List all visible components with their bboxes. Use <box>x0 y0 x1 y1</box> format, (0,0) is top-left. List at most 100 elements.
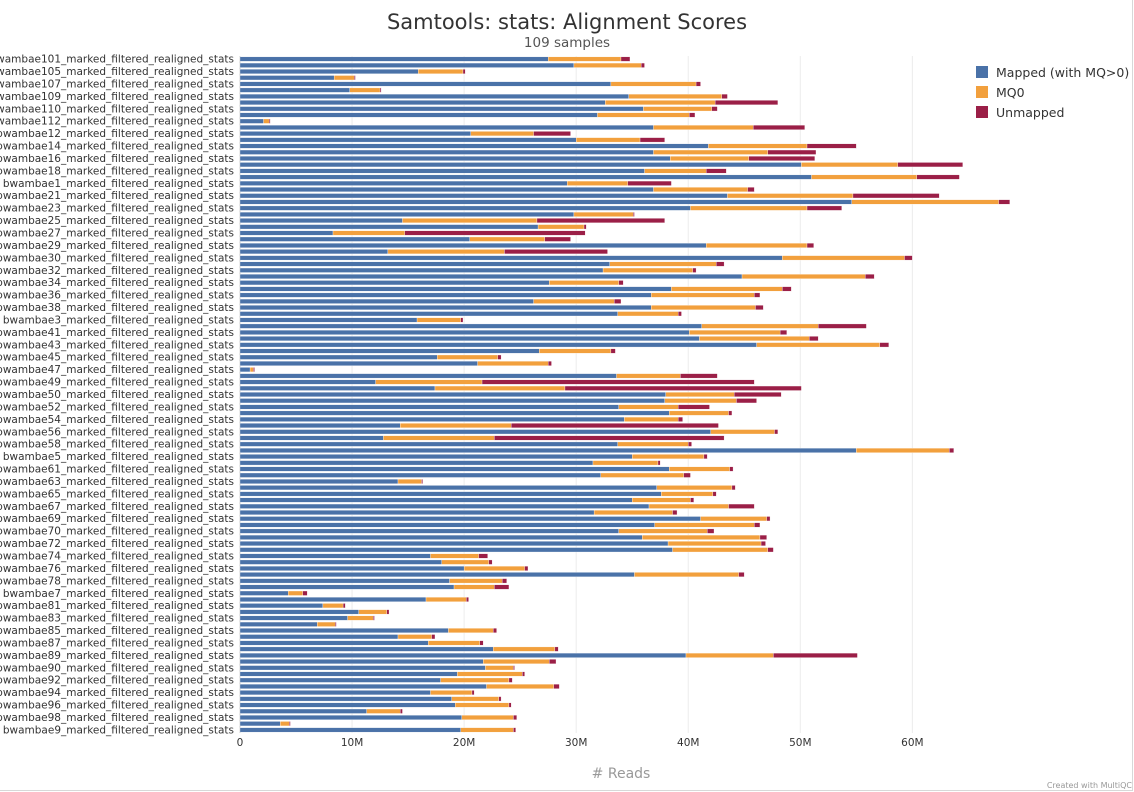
bar-segment[interactable] <box>916 174 960 180</box>
bar-segment[interactable] <box>239 81 612 87</box>
bar-segment[interactable] <box>508 702 512 708</box>
bar-segment[interactable] <box>533 131 571 137</box>
bar-segment[interactable] <box>618 528 708 534</box>
bar-segment[interactable] <box>524 566 529 571</box>
bar-segment[interactable] <box>239 69 419 74</box>
bar-segment[interactable] <box>379 87 382 93</box>
bar-segment[interactable] <box>479 640 484 646</box>
bar-segment[interactable] <box>460 727 514 733</box>
bar-segment[interactable] <box>239 392 666 397</box>
bar-segment[interactable] <box>239 205 691 211</box>
bar-segment[interactable] <box>504 249 608 255</box>
bar-segment[interactable] <box>690 205 808 211</box>
bar-segment[interactable] <box>239 286 672 292</box>
bar-segment[interactable] <box>461 715 514 720</box>
bar-segment[interactable] <box>239 690 431 696</box>
bar-segment[interactable] <box>628 93 723 99</box>
bar-segment[interactable] <box>736 398 757 404</box>
bar-segment[interactable] <box>539 348 612 354</box>
bar-segment[interactable] <box>416 317 461 323</box>
bar-segment[interactable] <box>688 441 692 447</box>
bar-segment[interactable] <box>239 615 348 621</box>
bar-segment[interactable] <box>651 292 755 298</box>
bar-segment[interactable] <box>617 441 689 447</box>
bar-segment[interactable] <box>548 361 552 366</box>
bar-segment[interactable] <box>703 454 708 459</box>
bar-segment[interactable] <box>573 62 642 68</box>
bar-segment[interactable] <box>755 305 764 310</box>
bar-segment[interactable] <box>239 553 431 559</box>
bar-segment[interactable] <box>741 274 866 279</box>
bar-segment[interactable] <box>597 112 690 118</box>
bar-segment[interactable] <box>375 379 483 385</box>
bar-segment[interactable] <box>728 410 733 416</box>
bar-segment[interactable] <box>754 292 761 298</box>
bar-segment[interactable] <box>373 615 375 621</box>
bar-segment[interactable] <box>683 472 691 478</box>
bar-segment[interactable] <box>759 534 767 540</box>
bar-segment[interactable] <box>624 416 679 422</box>
bar-segment[interactable] <box>634 572 739 578</box>
bar-segment[interactable] <box>288 590 303 596</box>
bar-segment[interactable] <box>466 597 469 602</box>
bar-segment[interactable] <box>553 684 560 689</box>
bar-segment[interactable] <box>754 522 761 528</box>
bar-segment[interactable] <box>753 125 805 130</box>
bar-segment[interactable] <box>451 696 500 702</box>
bar-segment[interactable] <box>239 75 335 81</box>
bar-segment[interactable] <box>533 298 615 304</box>
bar-segment[interactable] <box>573 211 634 217</box>
bar-segment[interactable] <box>335 621 337 627</box>
bar-segment[interactable] <box>811 174 917 180</box>
bar-segment[interactable] <box>672 510 678 515</box>
bar-segment[interactable] <box>239 516 701 522</box>
bar-segment[interactable] <box>239 274 743 279</box>
bar-segment[interactable] <box>347 615 374 621</box>
bar-segment[interactable] <box>239 267 604 273</box>
bar-segment[interactable] <box>706 243 808 248</box>
bar-segment[interactable] <box>508 677 513 683</box>
bar-segment[interactable] <box>239 721 281 727</box>
bar-segment[interactable] <box>453 584 495 590</box>
bar-segment[interactable] <box>239 292 652 298</box>
bar-segment[interactable] <box>728 503 755 509</box>
bar-segment[interactable] <box>239 715 463 720</box>
bar-segment[interactable] <box>239 112 598 118</box>
bar-segment[interactable] <box>774 429 779 435</box>
bar-segment[interactable] <box>425 597 467 602</box>
bar-segment[interactable] <box>366 708 401 714</box>
bar-segment[interactable] <box>513 665 515 671</box>
bar-segment[interactable] <box>657 460 661 466</box>
legend-item-mq0[interactable]: MQ0 <box>976 82 1129 102</box>
bar-segment[interactable] <box>806 243 814 248</box>
bar-segment[interactable] <box>497 354 502 360</box>
bar-segment[interactable] <box>239 106 644 112</box>
bar-segment[interactable] <box>239 547 673 553</box>
bar-segment[interactable] <box>397 479 422 484</box>
bar-segment[interactable] <box>418 69 464 74</box>
bar-segment[interactable] <box>549 280 619 286</box>
bar-segment[interactable] <box>609 261 717 267</box>
bar-segment[interactable] <box>460 317 464 323</box>
bar-segment[interactable] <box>239 149 654 155</box>
bar-segment[interactable] <box>502 578 507 584</box>
bar-segment[interactable] <box>639 137 665 143</box>
bar-segment[interactable] <box>239 187 654 192</box>
bar-segment[interactable] <box>397 634 432 640</box>
bar-segment[interactable] <box>477 361 549 366</box>
bar-segment[interactable] <box>239 118 264 124</box>
bar-segment[interactable] <box>661 491 714 497</box>
bar-segment[interactable] <box>239 510 595 515</box>
bar-segment[interactable] <box>239 261 610 267</box>
bar-segment[interactable] <box>672 547 768 553</box>
bar-segment[interactable] <box>239 441 618 447</box>
bar-segment[interactable] <box>463 566 525 571</box>
bar-segment[interactable] <box>386 609 390 615</box>
bar-segment[interactable] <box>669 466 730 472</box>
bar-segment[interactable] <box>239 168 645 174</box>
bar-segment[interactable] <box>618 404 679 410</box>
bar-segment[interactable] <box>610 348 616 354</box>
bar-segment[interactable] <box>700 516 767 522</box>
bar-segment[interactable] <box>642 534 761 540</box>
bar-segment[interactable] <box>651 305 756 310</box>
